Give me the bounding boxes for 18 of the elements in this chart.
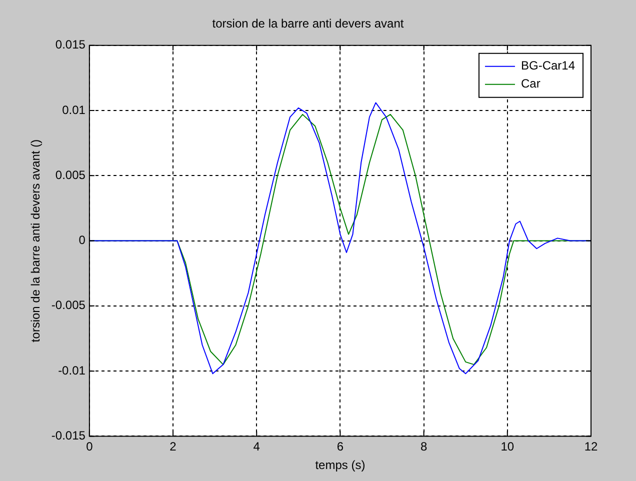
chart-title: torsion de la barre anti devers avant	[212, 16, 404, 31]
x-tick-label: 4	[253, 440, 260, 454]
y-tick-label: 0	[78, 233, 86, 248]
legend-label: BG-Car14	[520, 58, 576, 73]
y-tick-label: 0.015	[55, 38, 86, 52]
x-tick-label: 10	[500, 440, 514, 454]
x-tick-label: 2	[170, 440, 177, 454]
x-tick-label: 12	[584, 440, 598, 454]
x-tick-label: 6	[336, 440, 344, 454]
x-axis-title: temps (s)	[315, 458, 366, 472]
y-tick-label: -0.015	[51, 428, 86, 443]
y-tick-label: -0.01	[58, 363, 86, 378]
y-tick-label: 0.01	[62, 102, 86, 117]
y-tick-label: 0.005	[55, 168, 86, 182]
y-tick-label: -0.005	[51, 298, 86, 312]
y-axis-title: torsion de la barre anti devers avant ()	[28, 139, 43, 342]
legend-label: Car	[520, 76, 540, 91]
x-tick-label: 8	[420, 440, 428, 454]
